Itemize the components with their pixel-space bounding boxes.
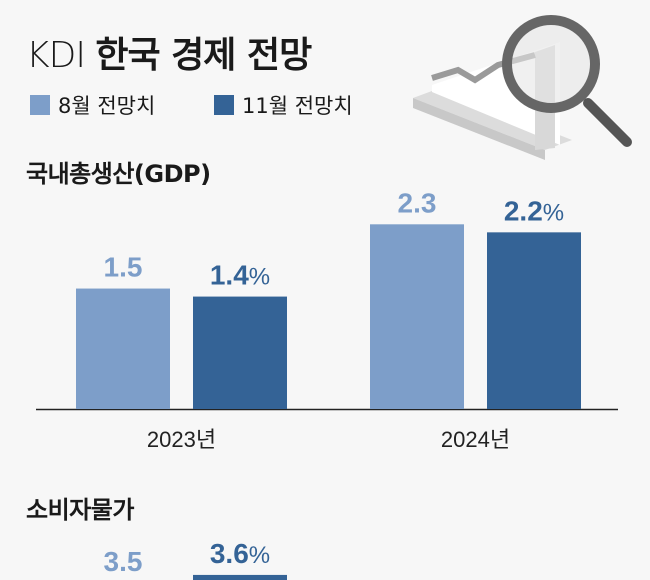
magnifier-chart-icon: [413, 15, 632, 160]
category-label: 2024년: [441, 427, 510, 452]
title-main: 한국 경제 전망: [95, 35, 312, 76]
bar-august: [370, 224, 464, 409]
title-prefix: KDI: [26, 35, 86, 76]
data-label: 2.3: [398, 187, 437, 218]
data-label: 3.6%: [210, 538, 270, 569]
legend-label: 8월 전망치: [58, 94, 156, 118]
bar-november: [193, 296, 287, 409]
legend-swatch: [30, 95, 50, 115]
data-label: 1.5: [104, 252, 143, 283]
data-label: 1.4%: [210, 260, 270, 291]
legend-item-august: 8월 전망치: [30, 90, 155, 120]
page-title: KDI 한국 경제 전망: [26, 26, 312, 78]
legend-label: 11월 전망치: [242, 94, 353, 118]
bar-august: [76, 288, 170, 409]
unit-label: %: [249, 542, 270, 569]
chart-title-gdp: 국내총생산(GDP): [26, 160, 211, 188]
chart-title-cpi: 소비자물가: [26, 496, 134, 524]
data-label: 3.5: [104, 546, 143, 577]
unit-label: %: [543, 199, 564, 226]
category-label: 2023년: [147, 427, 216, 452]
unit-label: %: [249, 264, 270, 291]
bar-november: [487, 232, 581, 409]
legend-swatch: [214, 95, 234, 115]
legend-item-november: 11월 전망치: [214, 90, 353, 120]
data-label: 2.2%: [504, 195, 564, 226]
bar-november: [193, 574, 287, 580]
